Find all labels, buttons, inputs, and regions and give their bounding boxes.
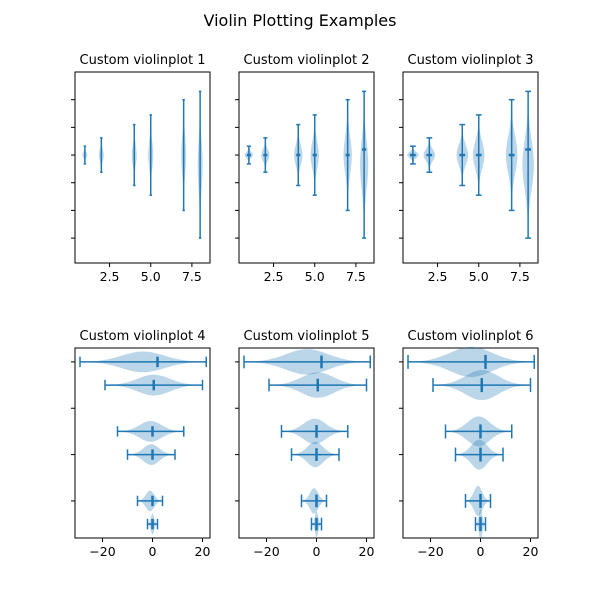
x-tick-label: 7.5 [182, 269, 202, 284]
subplot-5: Custom violinplot 5 −20 0 20 [235, 329, 375, 559]
x-tick-label: 7.5 [510, 269, 530, 284]
x-tick-label: 5.0 [141, 269, 161, 284]
subplot-title: Custom violinplot 1 [80, 53, 206, 68]
subplot-1: Custom violinplot 1 2.5 5.0 7.5 [71, 53, 211, 284]
x-tick-label: 2.5 [264, 269, 284, 284]
x-tick-label: 0 [149, 544, 157, 559]
x-tick-label: −20 [417, 544, 443, 559]
x-tick-label: 0 [313, 544, 321, 559]
axes-frame [402, 71, 539, 264]
x-tick-label: 5.0 [305, 269, 325, 284]
axes-frame [238, 71, 375, 264]
figure-title: Violin Plotting Examples [204, 11, 397, 30]
x-tick-label: 7.5 [346, 269, 366, 284]
x-tick-label: 5.0 [469, 269, 489, 284]
subplot-title: Custom violinplot 3 [408, 53, 534, 68]
x-tick-label: 20 [195, 544, 211, 559]
subplot-title: Custom violinplot 6 [408, 329, 534, 344]
axes-frame [74, 71, 211, 264]
x-tick-label: 2.5 [100, 269, 120, 284]
x-tick-label: 2.5 [428, 269, 448, 284]
x-tick-label: 0 [477, 544, 485, 559]
subplot-title: Custom violinplot 4 [80, 329, 206, 344]
axes-frame [74, 347, 211, 539]
axes-frame [238, 347, 375, 539]
x-tick-label: −20 [253, 544, 279, 559]
x-tick-label: 20 [523, 544, 539, 559]
subplot-title: Custom violinplot 5 [244, 329, 370, 344]
subplot-2: Custom violinplot 2 2.5 5.0 7.5 [235, 53, 375, 284]
subplot-3: Custom violinplot 3 2.5 5.0 7.5 [399, 53, 539, 284]
subplot-6: Custom violinplot 6 −20 0 20 [399, 329, 539, 559]
axes-frame [402, 347, 539, 539]
subplot-title: Custom violinplot 2 [244, 53, 370, 68]
subplot-4: Custom violinplot 4 −20 0 20 [71, 329, 211, 559]
x-tick-label: −20 [89, 544, 115, 559]
x-tick-label: 20 [359, 544, 375, 559]
